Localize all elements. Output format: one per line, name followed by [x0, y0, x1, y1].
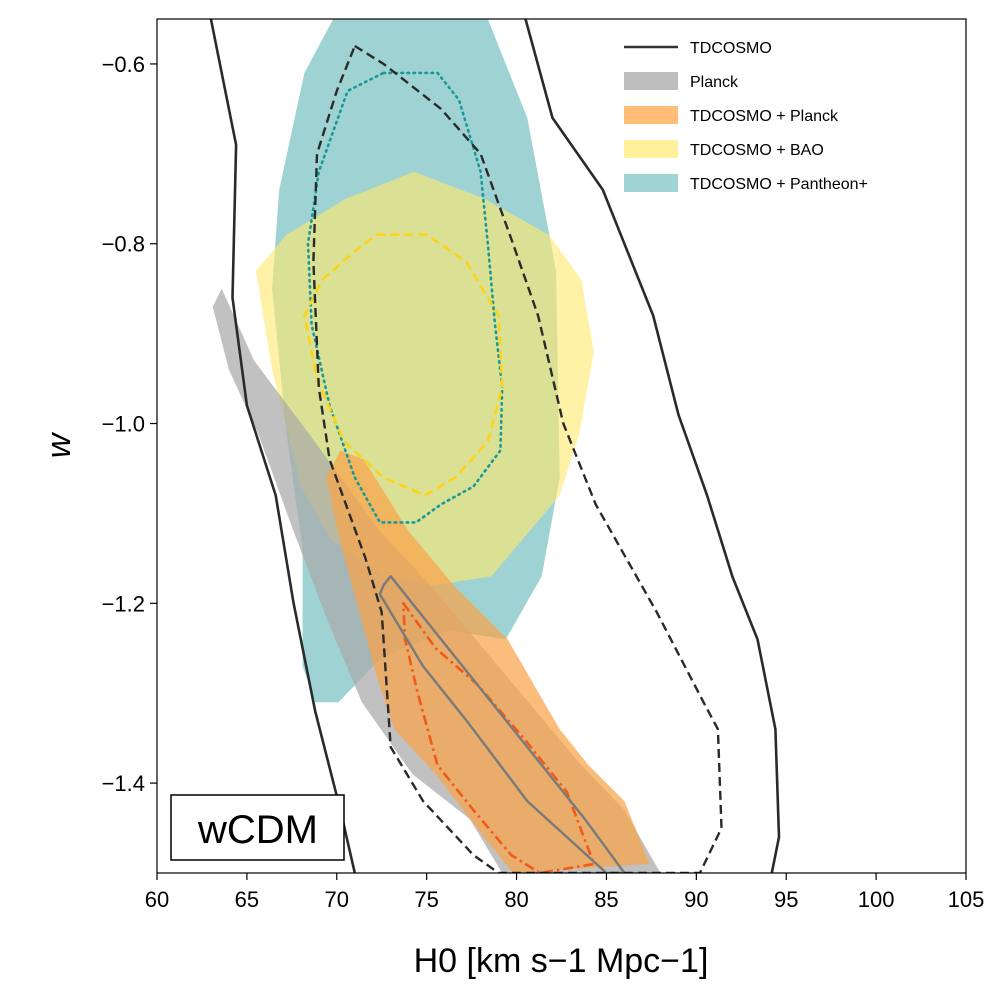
x-axis-label: H0 [km s−1 Mpc−1]	[414, 942, 709, 980]
contour-tdcosmo-pantheon-68	[306, 71, 504, 524]
legend-entry-tdcosmo-planck: TDCOSMO + Planck	[624, 106, 839, 125]
x-tick-label: 85	[594, 887, 618, 912]
contour-planck-68	[378, 575, 626, 873]
x-tick-label: 105	[948, 887, 985, 912]
legend-label: Planck	[690, 74, 739, 91]
legend-swatch	[624, 106, 678, 124]
y-axis-label: w	[40, 431, 78, 458]
x-tick-label: 75	[414, 887, 438, 912]
y-tick-label: −0.8	[102, 232, 145, 257]
contour-tdcosmo-95-left	[209, 19, 357, 873]
legend-entry-tdcosmo: TDCOSMO	[624, 40, 772, 57]
contour-tdcosmo-bao-68	[303, 233, 504, 497]
legend-label: TDCOSMO + Pantheon+	[690, 176, 868, 193]
legend-swatch	[624, 174, 678, 192]
legend-entry-planck: Planck	[624, 72, 739, 91]
y-tick-label: −1.4	[102, 771, 145, 796]
legend-label: TDCOSMO + BAO	[690, 142, 824, 159]
axis-ticks: 60 65 70 75 80 85 90 95 100 105 −1.4 −1.2 −1.0 −0.8 −0…	[102, 52, 985, 912]
contour-tdcosmo-planck-95	[326, 450, 650, 873]
x-tick-label: 90	[684, 887, 708, 912]
legend-entry-tdcosmo-pantheon: TDCOSMO + Pantheon+	[624, 174, 868, 193]
x-tick-label: 80	[504, 887, 528, 912]
plot-frame	[156, 18, 967, 874]
x-tick-label: 95	[774, 887, 798, 912]
x-tick-label: 60	[145, 887, 169, 912]
legend-entry-tdcosmo-bao: TDCOSMO + BAO	[624, 140, 824, 159]
y-tick-label: −0.6	[102, 52, 145, 77]
annotation-box: wCDM	[170, 794, 345, 861]
annotation-text: wCDM	[197, 808, 318, 852]
x-tick-label: 70	[325, 887, 349, 912]
y-tick-label: −1.0	[102, 412, 145, 437]
legend: TDCOSMO Planck TDCOSMO + Planck TDCOSMO + B…	[624, 40, 868, 193]
legend-label: TDCOSMO	[690, 40, 772, 57]
legend-swatch	[624, 72, 678, 90]
contour-tdcosmo-95-right	[524, 19, 781, 873]
contour-layer	[209, 19, 781, 873]
x-tick-label: 100	[858, 887, 895, 912]
y-tick-label: −1.2	[102, 591, 145, 616]
legend-label: TDCOSMO + Planck	[690, 108, 839, 125]
annotation-frame	[170, 794, 345, 861]
legend-swatch	[624, 140, 678, 158]
x-tick-label: 65	[235, 887, 259, 912]
